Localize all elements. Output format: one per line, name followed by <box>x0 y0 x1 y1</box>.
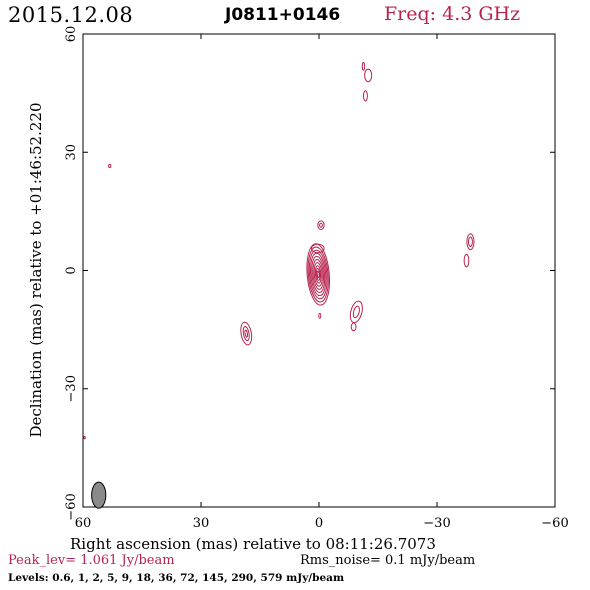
contour-layer <box>83 61 475 440</box>
contour-line <box>83 435 86 440</box>
beam-layer <box>91 481 107 509</box>
contour-line <box>311 255 326 294</box>
beam-ellipse <box>91 481 107 509</box>
component-knot-southeast <box>240 321 253 346</box>
frequency-label: Freq: 4.3 GHz <box>384 3 521 25</box>
component-knot-south-small <box>318 312 322 319</box>
contour-line <box>349 300 363 324</box>
component-knot-north <box>317 220 325 231</box>
y-tick-label: 30 <box>64 144 79 161</box>
contour-line <box>108 163 112 169</box>
x-tick-label: −30 <box>423 516 450 531</box>
y-tick-label: −30 <box>64 375 79 402</box>
observation-date: 2015.12.08 <box>8 3 134 27</box>
contour-line <box>311 243 325 254</box>
contour-line <box>316 270 320 279</box>
y-tick-label: 0 <box>64 266 79 274</box>
contour-line <box>306 243 331 306</box>
contour-line <box>318 312 322 319</box>
y-tick-label: −60 <box>64 493 79 520</box>
contour-line <box>240 321 253 346</box>
component-knot-west <box>466 233 475 251</box>
contour-line <box>312 259 324 290</box>
contour-line <box>313 262 323 287</box>
component-core-north-lobe <box>311 243 325 254</box>
component-knot-southwest-tail <box>350 322 357 332</box>
x-tick-label: −60 <box>541 516 568 531</box>
contour-line <box>319 222 323 228</box>
component-knot-far-north-lower <box>362 90 368 102</box>
contour-line <box>244 329 249 338</box>
contour-line <box>364 68 373 83</box>
contour-line <box>310 252 327 297</box>
component-knot-far-north <box>364 68 373 83</box>
x-tick-label: 0 <box>315 516 323 531</box>
component-speck-edge <box>83 435 86 440</box>
contour-line <box>362 90 368 102</box>
contour-line <box>350 322 357 332</box>
component-knot-southwest <box>349 300 363 324</box>
contour-line <box>307 246 329 303</box>
x-tick-label: 60 <box>75 516 92 531</box>
component-core <box>306 243 331 306</box>
contour-line <box>315 268 321 281</box>
contour-line <box>466 233 475 251</box>
contour-line <box>463 253 470 268</box>
y-tick-label: 60 <box>64 26 79 43</box>
rms-noise: Rms_noise= 0.1 mJy/beam <box>300 553 476 568</box>
contour-levels: Levels: 0.6, 1, 2, 5, 9, 18, 36, 72, 145… <box>8 572 345 584</box>
source-name: J0811+0146 <box>225 5 341 25</box>
x-tick-label: 30 <box>193 516 210 531</box>
contour-line <box>242 326 250 342</box>
contour-line <box>467 236 473 247</box>
component-knot-far-north-small <box>361 61 366 71</box>
contour-line <box>317 220 325 231</box>
axis-ticks: 60 30 0 −30 −60 −60 −30 0 30 60 <box>64 26 569 531</box>
contour-line <box>361 61 366 71</box>
component-knot-west-lower <box>463 253 470 268</box>
peak-level: Peak_lev= 1.061 Jy/beam <box>8 553 175 568</box>
contour-line <box>314 265 322 284</box>
contour-line <box>352 305 360 319</box>
x-axis-label: Right ascension (mas) relative to 08:11:… <box>70 535 436 553</box>
y-axis-label: Declination (mas) relative to +01:46:52.… <box>27 102 45 437</box>
component-speck-east <box>108 163 112 169</box>
contour-line <box>308 249 328 300</box>
